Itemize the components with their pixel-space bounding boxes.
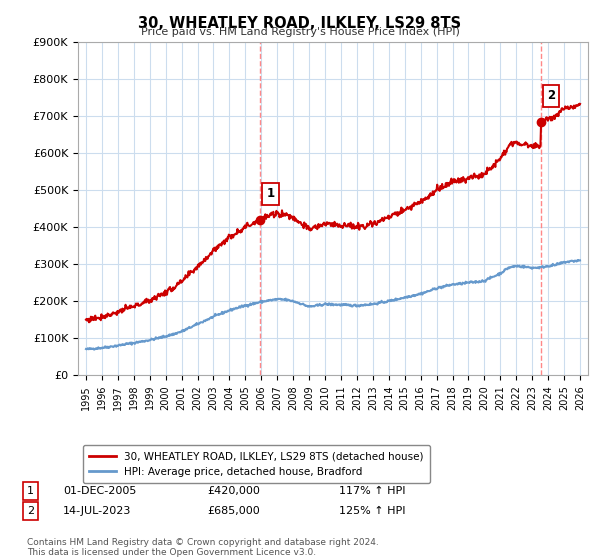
Text: Contains HM Land Registry data © Crown copyright and database right 2024.
This d: Contains HM Land Registry data © Crown c… xyxy=(27,538,379,557)
Text: 14-JUL-2023: 14-JUL-2023 xyxy=(63,506,131,516)
Legend: 30, WHEATLEY ROAD, ILKLEY, LS29 8TS (detached house), HPI: Average price, detach: 30, WHEATLEY ROAD, ILKLEY, LS29 8TS (det… xyxy=(83,445,430,483)
Text: 01-DEC-2005: 01-DEC-2005 xyxy=(63,486,136,496)
Text: £685,000: £685,000 xyxy=(207,506,260,516)
Text: 125% ↑ HPI: 125% ↑ HPI xyxy=(339,506,406,516)
Text: Price paid vs. HM Land Registry's House Price Index (HPI): Price paid vs. HM Land Registry's House … xyxy=(140,27,460,37)
Text: 2: 2 xyxy=(27,506,34,516)
Text: 1: 1 xyxy=(266,188,275,200)
Text: 1: 1 xyxy=(27,486,34,496)
Text: 2: 2 xyxy=(547,90,556,102)
Text: £420,000: £420,000 xyxy=(207,486,260,496)
Text: 30, WHEATLEY ROAD, ILKLEY, LS29 8TS: 30, WHEATLEY ROAD, ILKLEY, LS29 8TS xyxy=(139,16,461,31)
Text: 117% ↑ HPI: 117% ↑ HPI xyxy=(339,486,406,496)
